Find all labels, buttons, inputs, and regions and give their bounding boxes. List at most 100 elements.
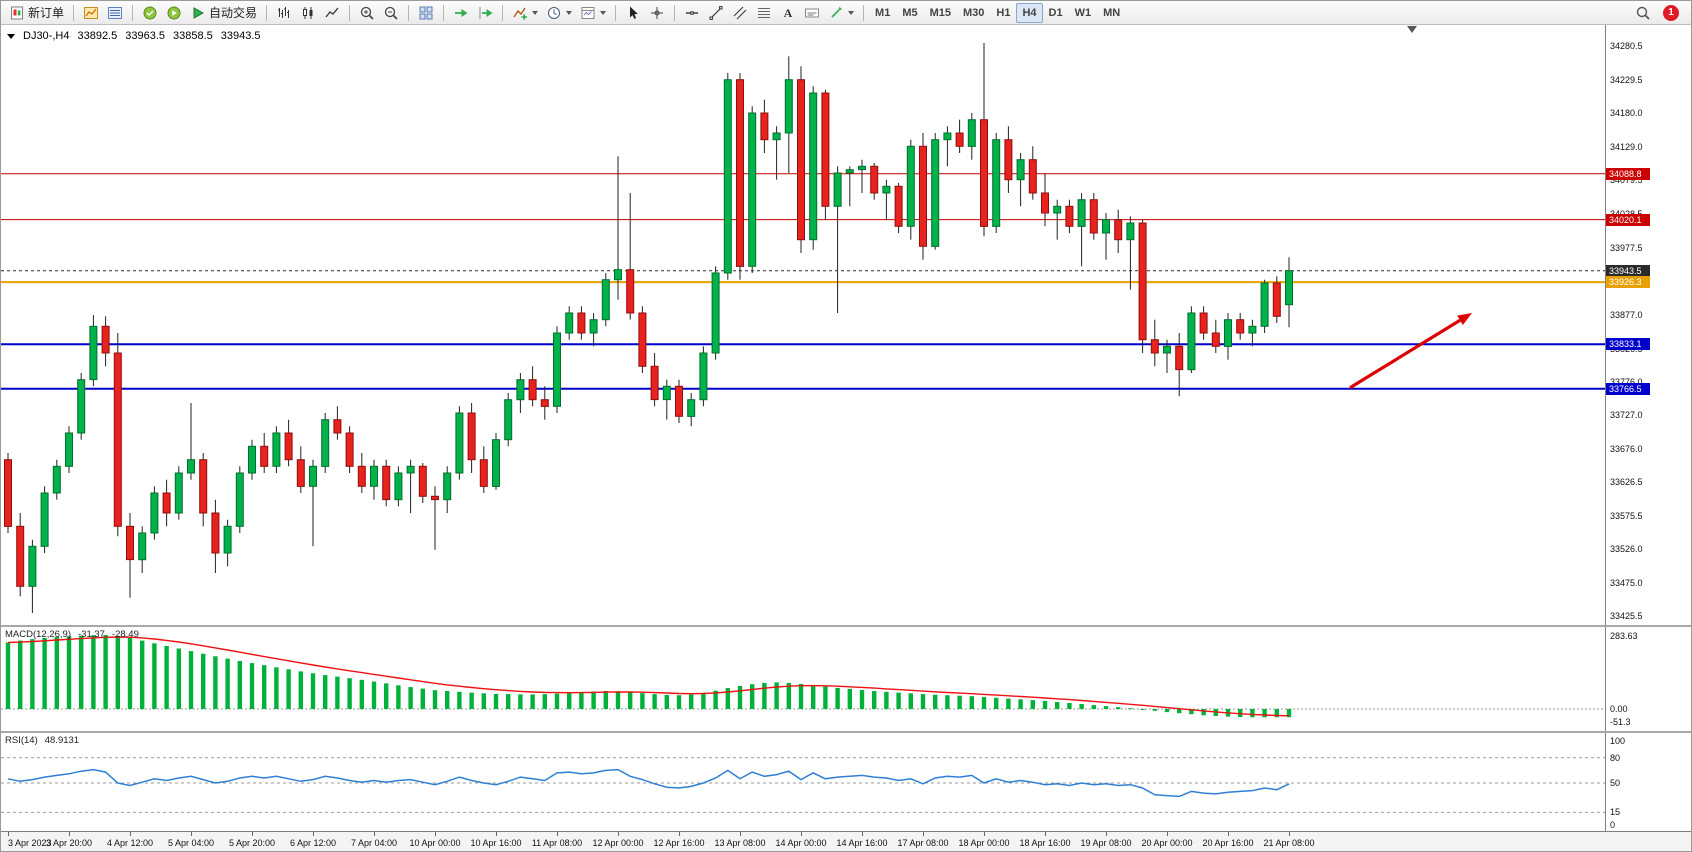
candle <box>1053 199 1062 240</box>
bar-chart-button[interactable] <box>272 3 296 23</box>
pane-splitter[interactable] <box>1 625 1691 627</box>
charts-button[interactable] <box>79 3 103 23</box>
timeframe-m30-button[interactable]: M30 <box>963 6 985 19</box>
cursor-icon <box>630 6 638 19</box>
price-axis[interactable]: 34280.534229.534180.034129.034079.534028… <box>1605 25 1691 625</box>
macd-bar <box>542 694 547 709</box>
dropdown-caret-icon[interactable] <box>600 10 607 15</box>
macd-bar <box>701 692 706 709</box>
channel-button[interactable] <box>728 3 752 23</box>
time-axis[interactable]: 3 Apr 2023 3 Apr 20:00 4 Apr 12:00 5 Apr 04… <box>1 831 1691 851</box>
candle <box>1102 213 1110 260</box>
macd-bar <box>481 693 486 709</box>
line-chart-button[interactable] <box>320 3 344 23</box>
price-pane[interactable]: DJ30-,H4 33892.5 33963.5 33858.5 33943.5… <box>1 25 1691 625</box>
macd-bar <box>1103 706 1109 709</box>
rsi-axis[interactable]: 100 80 50 15 0 <box>1605 733 1691 831</box>
candle <box>284 419 293 467</box>
macd-bar <box>615 691 621 709</box>
notification-badge[interactable]: 1 <box>1663 4 1679 21</box>
dropdown-caret-icon[interactable] <box>848 10 855 15</box>
timeframe-m5-button[interactable]: M5 <box>902 6 918 19</box>
market-watch-button[interactable] <box>103 3 127 23</box>
cursor-button[interactable] <box>621 3 645 23</box>
candle <box>577 306 586 340</box>
label-button[interactable] <box>800 3 824 23</box>
chart-menu-caret-icon[interactable] <box>7 33 15 39</box>
algo-list-button[interactable] <box>138 3 162 23</box>
dropdown-caret-icon[interactable] <box>566 10 573 15</box>
trend-arrow-annotation[interactable] <box>1349 313 1472 390</box>
rsi-pane[interactable]: RSI(14) 48.9131 100 80 50 15 0 <box>1 733 1691 831</box>
horizontal-line-button[interactable] <box>680 3 704 23</box>
chart-shift-button[interactable] <box>473 3 497 23</box>
time-tick <box>984 832 985 836</box>
timeframe-h1-button[interactable]: H1 <box>996 6 1011 19</box>
crosshair-icon <box>651 6 664 19</box>
bars-chart-icon <box>278 6 290 18</box>
time-tick-label: 17 Apr 08:00 <box>897 838 949 848</box>
timeframe-h4-button[interactable]: H4 <box>1016 2 1043 23</box>
time-tick-label: 11 Apr 08:00 <box>531 838 583 848</box>
price-badge: 33766.5 <box>1606 383 1650 395</box>
fibonacci-button[interactable] <box>752 3 776 23</box>
timeframe-mn-button[interactable]: MN <box>1103 6 1121 19</box>
macd-bar <box>79 635 84 709</box>
macd-axis[interactable]: 283.63 0.00 -51.3 <box>1605 627 1691 731</box>
candle <box>321 413 330 473</box>
timeframe-m15-button[interactable]: M15 <box>929 6 951 19</box>
chart-shift-marker-icon[interactable] <box>1407 26 1417 33</box>
candle <box>699 346 708 407</box>
candle <box>65 426 73 473</box>
indicators-button[interactable] <box>508 3 542 23</box>
candlestick-chart-button[interactable] <box>296 3 320 23</box>
timeframe-m1-button[interactable]: M1 <box>875 6 891 19</box>
candle <box>992 133 1001 233</box>
macd-bar <box>835 687 840 709</box>
toolbar-group: 自动交易 <box>138 3 261 23</box>
periods-button[interactable] <box>542 3 576 23</box>
macd-bar <box>884 691 889 709</box>
strategy-button[interactable] <box>162 3 186 23</box>
price-badge: 34088.8 <box>1606 168 1650 180</box>
toolbar-separator <box>674 4 676 21</box>
shapes-button[interactable] <box>824 3 858 23</box>
toolbar-group <box>449 3 497 23</box>
trendline-button[interactable] <box>704 3 728 23</box>
pane-splitter[interactable] <box>1 731 1691 733</box>
timeframe-d1-button[interactable]: D1 <box>1048 6 1063 19</box>
macd-tick-label: 283.63 <box>1610 631 1638 641</box>
dropdown-caret-icon[interactable] <box>532 10 539 15</box>
text-button[interactable]: A <box>776 3 800 23</box>
price-chart[interactable] <box>1 25 1606 625</box>
new-order-button[interactable]: 新订单 <box>5 3 68 23</box>
macd-bar <box>823 686 828 709</box>
zoom-out-button[interactable] <box>379 3 403 23</box>
crosshair-button[interactable] <box>645 3 669 23</box>
macd-bar <box>554 693 560 709</box>
candle <box>455 406 464 480</box>
time-tick <box>435 832 436 836</box>
autotrading-button[interactable]: 自动交易 <box>186 3 261 23</box>
time-tick <box>191 832 192 836</box>
macd-bar <box>676 695 682 709</box>
candle <box>1089 193 1098 240</box>
timeframe-w1-button[interactable]: W1 <box>1074 6 1092 19</box>
tile-windows-button[interactable] <box>414 3 438 23</box>
auto-scroll-button[interactable] <box>449 3 473 23</box>
macd-pane[interactable]: MACD(12,26,9) -31.37 -28.49 283.63 0.00 -5… <box>1 627 1691 731</box>
toolbar-right: 1 <box>1631 3 1687 23</box>
candle <box>113 333 122 537</box>
time-tick <box>801 832 802 836</box>
macd-bar <box>420 688 425 709</box>
candle <box>858 159 866 193</box>
templates-button[interactable] <box>576 3 610 23</box>
macd-bar <box>1274 709 1279 718</box>
candle <box>1248 319 1257 347</box>
macd-bar <box>42 638 47 709</box>
search-button[interactable] <box>1631 3 1655 23</box>
zoom-in-button[interactable] <box>355 3 379 23</box>
candle <box>748 106 757 273</box>
macd-name: MACD(12,26,9) <box>5 629 71 640</box>
